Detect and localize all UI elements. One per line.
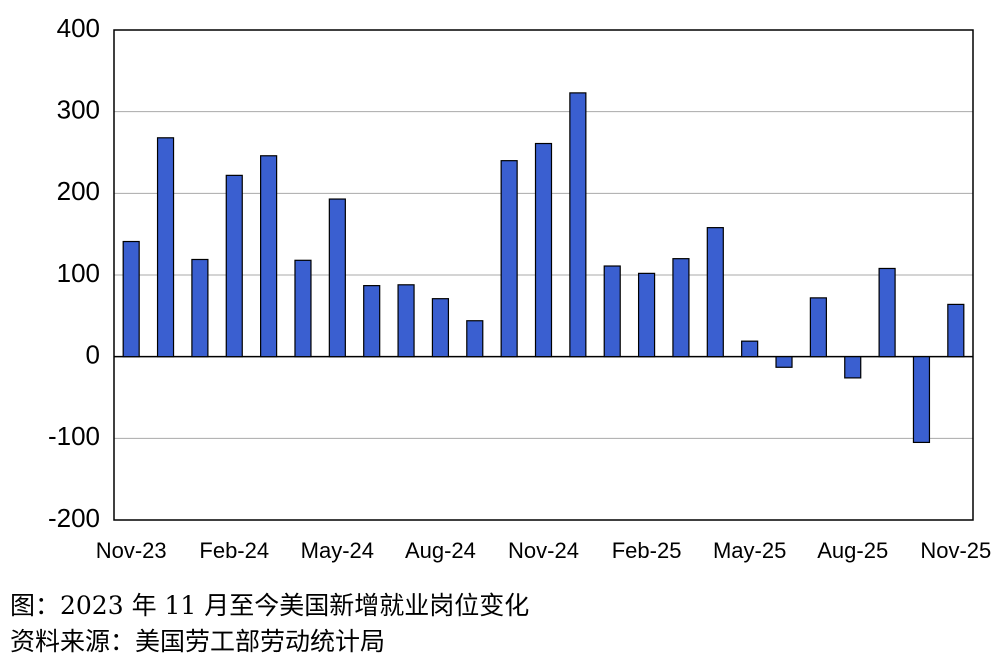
y-tick-label: -200 bbox=[48, 503, 100, 533]
y-tick-label: 300 bbox=[57, 95, 100, 125]
bar bbox=[878, 267, 896, 358]
x-tick-label: Feb-24 bbox=[199, 538, 269, 563]
y-tick-label: 100 bbox=[57, 258, 100, 288]
bar bbox=[775, 356, 793, 368]
x-tick-label: May-25 bbox=[713, 538, 786, 563]
bar bbox=[637, 272, 656, 358]
bar bbox=[912, 356, 931, 444]
x-tick-label: May-24 bbox=[301, 538, 374, 563]
chart-caption: 图：2023 年 11 月至今美国新增就业岗位变化 bbox=[10, 591, 529, 620]
bar bbox=[156, 137, 175, 358]
y-tick-label: 200 bbox=[57, 176, 100, 206]
y-tick-label: 0 bbox=[86, 340, 100, 370]
y-tick-label: 400 bbox=[57, 13, 100, 43]
chart-source: 资料来源：美国劳工部劳动统计局 bbox=[10, 627, 385, 656]
x-tick-label: Aug-24 bbox=[405, 538, 476, 563]
bar bbox=[466, 320, 484, 358]
bar bbox=[741, 340, 759, 358]
bar bbox=[809, 297, 827, 358]
bar bbox=[122, 240, 140, 358]
bar bbox=[603, 265, 621, 358]
bar bbox=[569, 92, 587, 358]
bar bbox=[191, 258, 209, 358]
x-tick-label: Nov-25 bbox=[920, 538, 991, 563]
bar bbox=[844, 356, 862, 379]
bar bbox=[363, 285, 381, 358]
bar bbox=[534, 142, 553, 358]
bar bbox=[947, 303, 965, 358]
bar bbox=[500, 160, 518, 358]
x-tick-label: Aug-25 bbox=[817, 538, 888, 563]
bar bbox=[672, 258, 690, 358]
bar bbox=[328, 198, 346, 358]
plot-border bbox=[113, 29, 974, 521]
x-tick-label: Nov-24 bbox=[508, 538, 579, 563]
bar bbox=[260, 155, 278, 358]
bar bbox=[397, 284, 415, 358]
x-tick-label: Nov-23 bbox=[96, 538, 167, 563]
bar bbox=[431, 298, 450, 358]
bar bbox=[294, 259, 312, 358]
bar bbox=[706, 227, 724, 358]
bar bbox=[225, 174, 243, 358]
y-tick-label: -100 bbox=[48, 421, 100, 451]
x-tick-label: Feb-25 bbox=[612, 538, 682, 563]
